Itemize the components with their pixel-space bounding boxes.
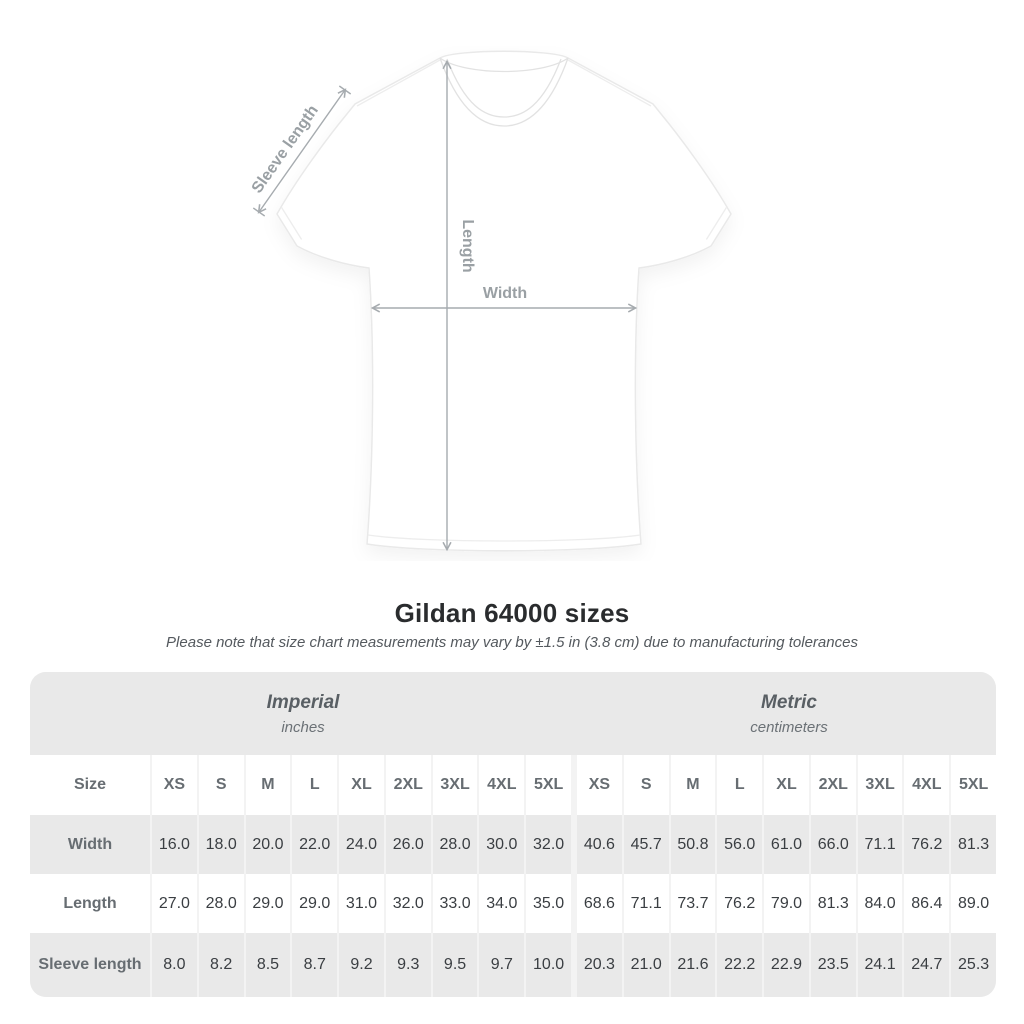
sleeve-metric-value: 23.5 bbox=[810, 933, 856, 997]
sleeve-metric-value: 21.0 bbox=[623, 933, 669, 997]
width-metric-value: 61.0 bbox=[764, 815, 809, 874]
tshirt-shape bbox=[276, 50, 732, 552]
width-imperial-value: 26.0 bbox=[385, 815, 431, 874]
metric-section-unit: centimeters bbox=[750, 718, 828, 736]
metric-size-header: 3XL bbox=[857, 755, 903, 815]
metric-size-header: XL bbox=[764, 755, 809, 815]
sleeve-metric-value: 22.9 bbox=[764, 933, 809, 997]
sleeve-metric-value: 20.3 bbox=[577, 933, 622, 997]
length-imperial-value: 33.0 bbox=[432, 874, 478, 933]
sleeve-imperial-value: 9.3 bbox=[385, 933, 431, 997]
sleeve-imperial-value: 9.5 bbox=[432, 933, 478, 997]
sleeve-metric-value: 24.7 bbox=[904, 933, 950, 997]
section-divider bbox=[573, 933, 575, 997]
length-imperial-value: 32.0 bbox=[385, 874, 431, 933]
sleeve-metric-value: 25.3 bbox=[951, 933, 996, 997]
metric-size-header: XS bbox=[577, 755, 622, 815]
section-divider bbox=[573, 815, 575, 874]
length-metric-value: 68.6 bbox=[577, 874, 622, 933]
length-imperial-value: 29.0 bbox=[245, 874, 291, 933]
section-divider bbox=[573, 755, 575, 815]
width-imperial-value: 20.0 bbox=[245, 815, 291, 874]
size-table: Imperial inches Metric centimeters Size … bbox=[30, 672, 996, 997]
width-metric-value: 66.0 bbox=[810, 815, 856, 874]
length-label: Length bbox=[459, 219, 476, 272]
page-title: Gildan 64000 sizes bbox=[394, 598, 630, 628]
length-metric-value: 73.7 bbox=[670, 874, 716, 933]
width-imperial-value: 24.0 bbox=[339, 815, 384, 874]
width-imperial-value: 30.0 bbox=[479, 815, 525, 874]
length-imperial-value: 27.0 bbox=[152, 874, 197, 933]
width-metric-value: 71.1 bbox=[857, 815, 903, 874]
section-divider bbox=[573, 874, 575, 933]
sleeve-imperial-value: 8.2 bbox=[198, 933, 244, 997]
page-subtitle: Please note that size chart measurements… bbox=[166, 634, 858, 651]
metric-section-title: Metric bbox=[761, 691, 817, 713]
width-imperial-value: 16.0 bbox=[152, 815, 197, 874]
units-header-band: Imperial inches Metric centimeters bbox=[30, 672, 996, 755]
width-metric-value: 76.2 bbox=[904, 815, 950, 874]
tshirt-seams bbox=[281, 59, 727, 542]
length-imperial-value: 29.0 bbox=[292, 874, 338, 933]
sleeve-metric-value: 24.1 bbox=[857, 933, 903, 997]
sleeve-imperial-value: 9.7 bbox=[479, 933, 525, 997]
width-metric-value: 50.8 bbox=[670, 815, 716, 874]
row-label-width: Width bbox=[30, 815, 150, 874]
sleeve-imperial-value: 10.0 bbox=[526, 933, 571, 997]
length-imperial-value: 34.0 bbox=[479, 874, 525, 933]
width-label: Width bbox=[483, 285, 527, 302]
imperial-section-title: Imperial bbox=[266, 691, 340, 713]
sleeve-imperial-value: 8.0 bbox=[152, 933, 197, 997]
width-metric-value: 56.0 bbox=[717, 815, 763, 874]
imperial-size-header: 4XL bbox=[479, 755, 525, 815]
imperial-section-unit: inches bbox=[281, 718, 325, 736]
length-metric-value: 86.4 bbox=[904, 874, 950, 933]
sleeve-metric-value: 21.6 bbox=[670, 933, 716, 997]
size-column-header: Size bbox=[30, 755, 150, 815]
metric-size-header: 2XL bbox=[810, 755, 856, 815]
metric-size-header: 4XL bbox=[904, 755, 950, 815]
imperial-size-header: 2XL bbox=[385, 755, 431, 815]
metric-size-header: S bbox=[623, 755, 669, 815]
imperial-size-header: XS bbox=[152, 755, 197, 815]
width-metric-value: 40.6 bbox=[577, 815, 622, 874]
width-imperial-value: 22.0 bbox=[292, 815, 338, 874]
sleeve-imperial-value: 8.5 bbox=[245, 933, 291, 997]
length-imperial-value: 35.0 bbox=[526, 874, 571, 933]
sleeve-imperial-value: 9.2 bbox=[339, 933, 384, 997]
row-label-sleeve-length: Sleeve length bbox=[30, 933, 150, 997]
width-metric-value: 81.3 bbox=[951, 815, 996, 874]
width-imperial-value: 32.0 bbox=[526, 815, 571, 874]
metric-section-header: Metric centimeters bbox=[582, 672, 996, 755]
length-metric-value: 76.2 bbox=[717, 874, 763, 933]
imperial-section-header: Imperial inches bbox=[30, 672, 576, 755]
tshirt-diagram: Width Length Sleeve length bbox=[225, 46, 745, 561]
width-imperial-value: 18.0 bbox=[198, 815, 244, 874]
length-imperial-value: 28.0 bbox=[198, 874, 244, 933]
length-metric-value: 84.0 bbox=[857, 874, 903, 933]
width-imperial-value: 28.0 bbox=[432, 815, 478, 874]
row-label-length: Length bbox=[30, 874, 150, 933]
width-metric-value: 45.7 bbox=[623, 815, 669, 874]
sleeve-metric-value: 22.2 bbox=[717, 933, 763, 997]
tshirt-diagram-svg: Width Length Sleeve length bbox=[249, 50, 732, 552]
length-metric-value: 89.0 bbox=[951, 874, 996, 933]
imperial-size-header: 3XL bbox=[432, 755, 478, 815]
metric-size-header: L bbox=[717, 755, 763, 815]
sleeve-length-arrow bbox=[252, 85, 352, 217]
metric-size-header: M bbox=[670, 755, 716, 815]
metric-size-header: 5XL bbox=[951, 755, 996, 815]
imperial-size-header: 5XL bbox=[526, 755, 571, 815]
length-metric-value: 81.3 bbox=[810, 874, 856, 933]
length-metric-value: 71.1 bbox=[623, 874, 669, 933]
imperial-size-header: S bbox=[198, 755, 244, 815]
length-imperial-value: 31.0 bbox=[339, 874, 384, 933]
imperial-size-header: L bbox=[292, 755, 338, 815]
length-metric-value: 79.0 bbox=[764, 874, 809, 933]
imperial-size-header: M bbox=[245, 755, 291, 815]
sleeve-imperial-value: 8.7 bbox=[292, 933, 338, 997]
imperial-size-header: XL bbox=[339, 755, 384, 815]
